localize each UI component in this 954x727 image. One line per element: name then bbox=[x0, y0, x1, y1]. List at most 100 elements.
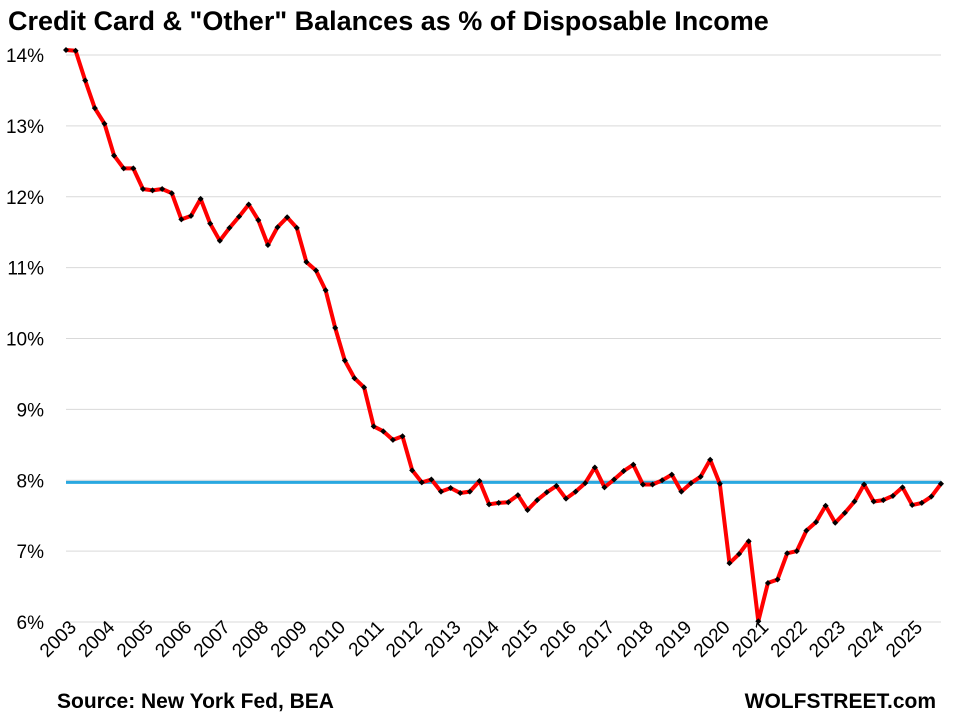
data-point bbox=[389, 436, 396, 443]
data-point bbox=[274, 224, 281, 231]
data-point bbox=[236, 213, 243, 220]
data-point bbox=[486, 501, 493, 508]
data-point bbox=[168, 190, 175, 197]
data-point bbox=[870, 498, 877, 505]
data-point bbox=[639, 481, 646, 488]
data-point bbox=[313, 267, 319, 274]
y-tick-label: 7% bbox=[17, 542, 45, 563]
data-point bbox=[255, 217, 262, 224]
x-tick-label: 2005 bbox=[113, 617, 158, 662]
data-point bbox=[130, 165, 137, 172]
data-point bbox=[226, 224, 233, 231]
data-point bbox=[341, 357, 348, 364]
y-tick-label: 8% bbox=[17, 471, 45, 492]
series-markers bbox=[63, 47, 944, 625]
source-note: Source: New York Fed, BEA bbox=[57, 690, 334, 713]
data-point bbox=[447, 485, 454, 492]
data-point bbox=[899, 484, 906, 491]
y-tick-label: 10% bbox=[6, 330, 44, 351]
data-point bbox=[563, 495, 569, 502]
data-point bbox=[649, 481, 656, 488]
data-point bbox=[889, 492, 896, 499]
data-point bbox=[476, 477, 483, 484]
data-point bbox=[601, 484, 608, 491]
data-point bbox=[534, 497, 541, 504]
data-point bbox=[322, 287, 329, 294]
data-point bbox=[466, 488, 473, 495]
data-point bbox=[82, 77, 89, 84]
data-point bbox=[332, 324, 339, 331]
x-tick-label: 2020 bbox=[690, 617, 735, 662]
data-point bbox=[543, 489, 550, 496]
data-point bbox=[707, 456, 714, 463]
y-tick-label: 14% bbox=[6, 46, 44, 67]
y-tick-label: 11% bbox=[7, 259, 44, 280]
data-point bbox=[438, 488, 444, 495]
data-point bbox=[803, 527, 810, 534]
data-point bbox=[524, 507, 531, 514]
x-tick-label: 2025 bbox=[882, 617, 927, 662]
data-point bbox=[370, 423, 377, 430]
data-point bbox=[553, 482, 560, 489]
data-point bbox=[139, 185, 146, 192]
x-tick-label: 2018 bbox=[613, 617, 658, 662]
data-point bbox=[861, 481, 868, 488]
chart-title: Credit Card & "Other" Balances as % of D… bbox=[8, 6, 769, 36]
data-point bbox=[380, 428, 387, 435]
data-point bbox=[572, 488, 579, 495]
data-point bbox=[678, 488, 685, 495]
x-axis-ticks: 2003200420052006200720082009201020112012… bbox=[36, 617, 927, 662]
data-point bbox=[72, 47, 79, 54]
data-point bbox=[938, 480, 944, 487]
series-line bbox=[65, 48, 943, 624]
brand-note: WOLFSTREET.com bbox=[744, 690, 936, 713]
data-point bbox=[264, 241, 271, 248]
data-point bbox=[428, 476, 435, 483]
data-point bbox=[399, 433, 406, 440]
data-point bbox=[736, 550, 743, 557]
data-point bbox=[216, 237, 223, 244]
data-point bbox=[91, 105, 98, 112]
data-point bbox=[514, 492, 521, 499]
y-tick-label: 13% bbox=[6, 117, 44, 138]
data-point bbox=[774, 576, 781, 583]
data-point bbox=[909, 502, 916, 509]
data-point bbox=[188, 212, 194, 219]
x-tick-label: 2012 bbox=[382, 617, 427, 662]
x-tick-label: 2015 bbox=[498, 617, 543, 662]
data-point bbox=[591, 464, 598, 471]
data-point bbox=[630, 461, 637, 468]
x-tick-label: 2021 bbox=[728, 617, 773, 662]
data-point bbox=[620, 468, 627, 475]
data-point bbox=[813, 519, 819, 526]
data-point bbox=[111, 152, 118, 159]
data-point bbox=[764, 580, 771, 587]
data-point bbox=[668, 471, 675, 478]
x-tick-label: 2023 bbox=[805, 617, 850, 662]
y-axis-ticks: 6% 7% 8% 9% 10% 11% 12% 13% 14% bbox=[6, 46, 44, 634]
data-point bbox=[755, 618, 762, 625]
data-point bbox=[928, 493, 935, 500]
data-point bbox=[159, 185, 166, 192]
data-point bbox=[582, 480, 589, 487]
data-point bbox=[918, 499, 925, 506]
data-point bbox=[793, 548, 800, 555]
data-point bbox=[63, 47, 69, 54]
data-point bbox=[659, 477, 666, 484]
data-point bbox=[745, 538, 752, 545]
data-point bbox=[880, 497, 887, 504]
x-tick-label: 2014 bbox=[459, 617, 504, 662]
data-point bbox=[505, 499, 512, 506]
data-point bbox=[697, 473, 704, 480]
data-point bbox=[832, 519, 839, 526]
x-tick-label: 2019 bbox=[651, 617, 696, 662]
data-point bbox=[120, 165, 127, 172]
data-point bbox=[293, 224, 300, 231]
x-tick-label: 2007 bbox=[190, 617, 235, 662]
data-point bbox=[351, 375, 358, 382]
data-point bbox=[822, 502, 829, 509]
data-point bbox=[495, 499, 502, 506]
data-point bbox=[716, 480, 723, 487]
data-point bbox=[303, 258, 310, 265]
